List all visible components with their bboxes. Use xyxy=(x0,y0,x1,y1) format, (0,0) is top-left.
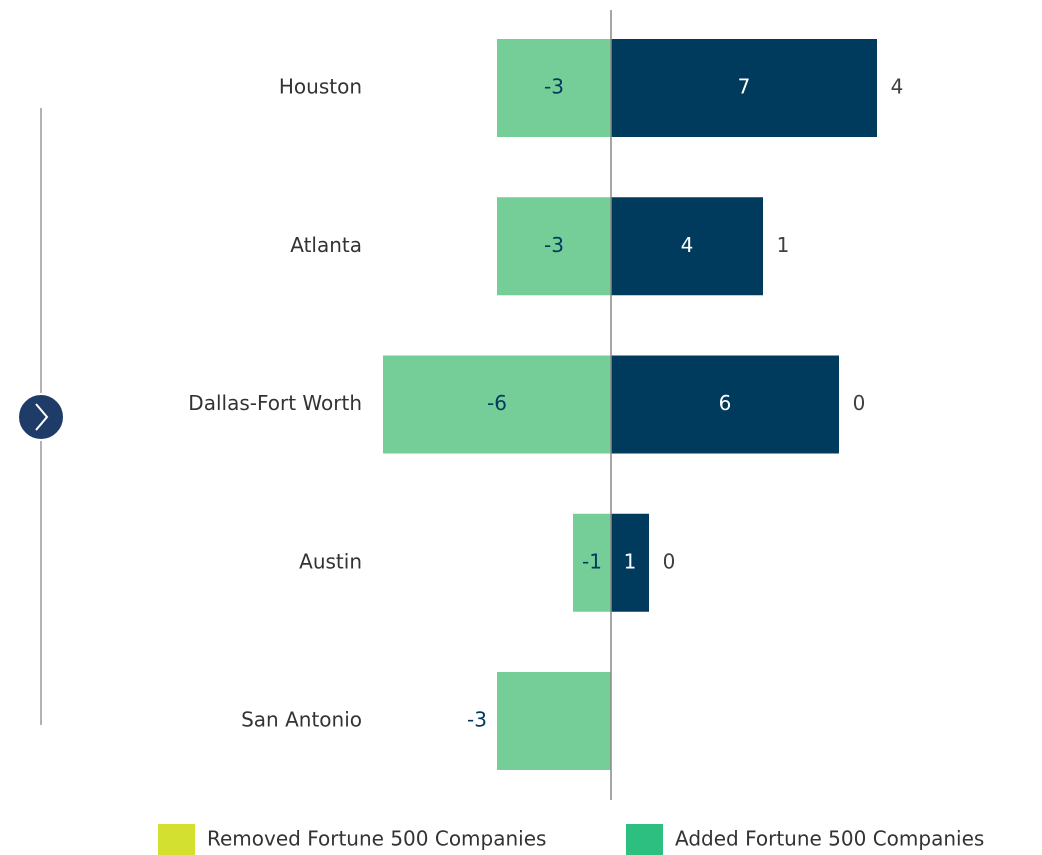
bar xyxy=(497,197,611,296)
category-label: Houston xyxy=(279,75,362,99)
total-label: 4 xyxy=(891,75,904,99)
category-label: Austin xyxy=(299,549,362,573)
data-label: -3 xyxy=(544,233,564,257)
bar xyxy=(497,672,611,770)
legend-swatch xyxy=(626,824,663,855)
total-label: 0 xyxy=(663,549,676,573)
category-label: Dallas-Fort Worth xyxy=(188,391,362,415)
bar xyxy=(611,355,839,454)
data-label: -1 xyxy=(582,549,602,573)
data-label: -3 xyxy=(544,75,564,99)
legend-swatch xyxy=(158,824,195,855)
bar xyxy=(383,355,611,454)
category-label: San Antonio xyxy=(241,708,362,732)
legend-label: Added Fortune 500 Companies xyxy=(675,827,984,851)
data-label: 1 xyxy=(624,549,637,573)
category-label: Atlanta xyxy=(290,233,362,257)
data-label: 6 xyxy=(719,391,732,415)
bar xyxy=(611,197,763,296)
bar xyxy=(611,513,649,612)
total-label: 1 xyxy=(777,233,790,257)
data-label: 7 xyxy=(738,75,751,99)
data-label: -6 xyxy=(487,391,507,415)
bar xyxy=(573,513,611,612)
bar xyxy=(611,39,877,137)
total-label: 0 xyxy=(853,391,866,415)
data-label: 4 xyxy=(681,233,694,257)
bar xyxy=(497,39,611,137)
legend-label: Removed Fortune 500 Companies xyxy=(207,827,546,851)
total-label: -3 xyxy=(467,708,487,732)
nav-next-button[interactable] xyxy=(17,393,65,441)
